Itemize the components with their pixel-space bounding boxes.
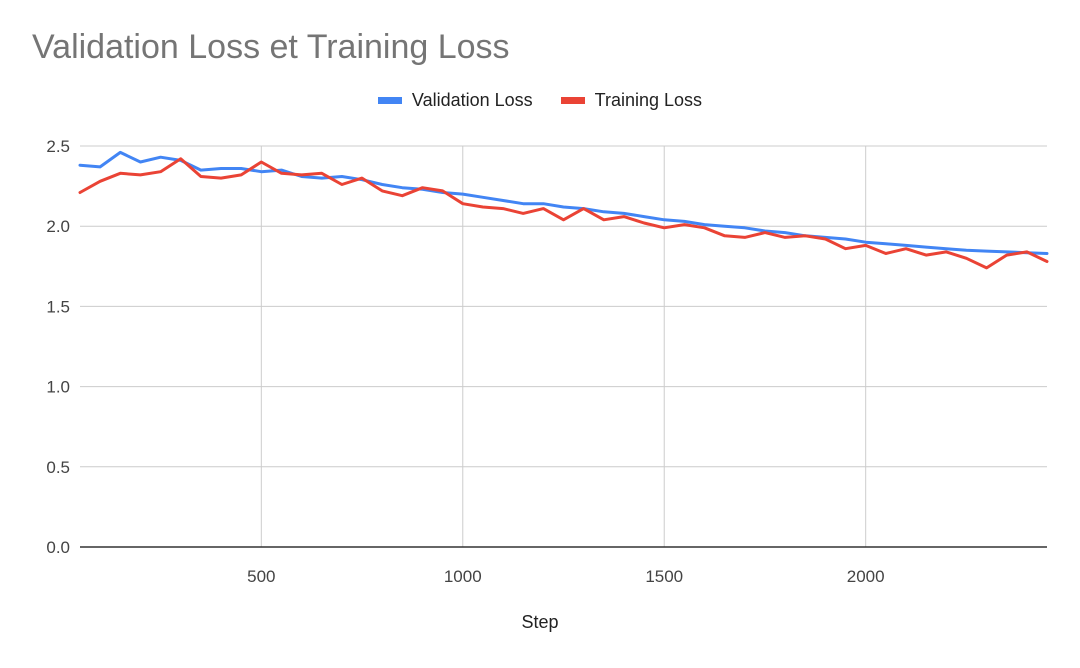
y-tick-label: 2.0: [46, 217, 70, 236]
validation-loss-line: [78, 150, 1049, 255]
chart-title: Validation Loss et Training Loss: [32, 28, 510, 66]
x-tick-label: 1500: [645, 567, 683, 586]
legend-swatch-validation: [377, 97, 402, 104]
legend-label-training: Training Loss: [594, 90, 703, 110]
legend-item-validation[interactable]: Validation Loss: [377, 90, 533, 111]
y-tick-label: 2.5: [46, 137, 70, 156]
x-tick-label: 1000: [444, 567, 482, 586]
x-tick-label: 500: [247, 567, 275, 586]
legend-item-training[interactable]: Training Loss: [560, 90, 703, 111]
training-loss-line: [78, 157, 1049, 270]
y-tick-label: 0.0: [46, 538, 70, 557]
legend-swatch-training: [560, 97, 585, 104]
y-tick-label: 1.5: [46, 297, 70, 316]
legend: Validation Loss Training Loss: [0, 90, 1080, 111]
x-tick-label: 2000: [847, 567, 885, 586]
legend-label-validation: Validation Loss: [411, 90, 533, 110]
y-tick-label: 0.5: [46, 458, 70, 477]
y-tick-label: 1.0: [46, 378, 70, 397]
x-axis-title: Step: [521, 612, 559, 632]
